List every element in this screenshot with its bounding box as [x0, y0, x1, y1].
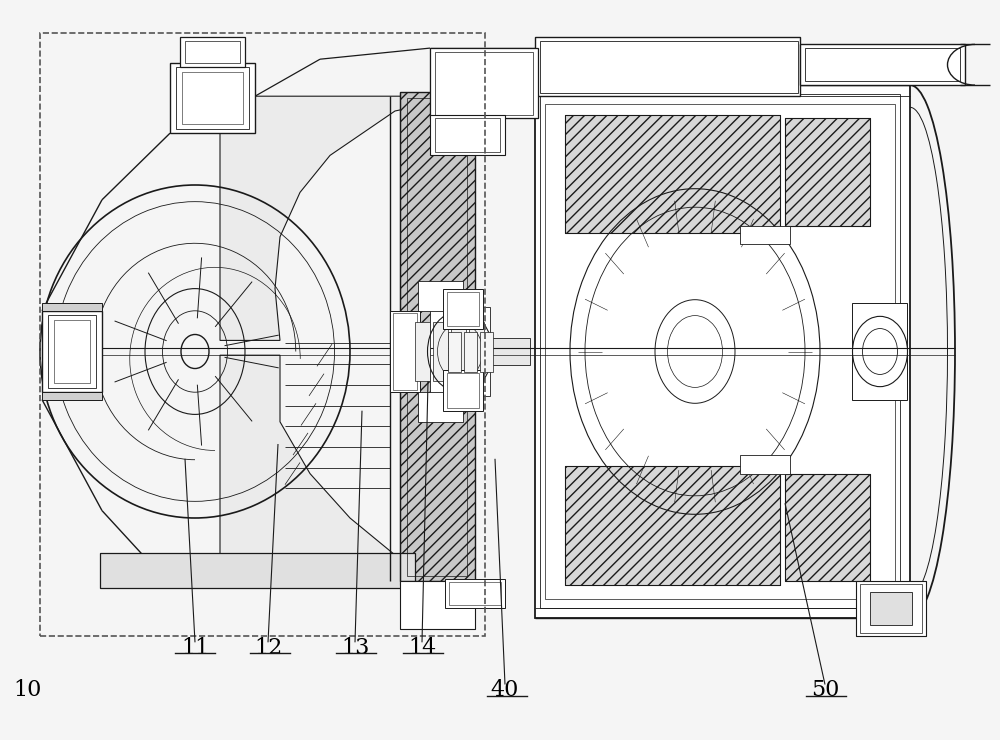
Bar	[407, 98, 467, 576]
Bar	[740, 226, 790, 244]
Bar	[785, 118, 870, 226]
Bar	[433, 322, 448, 381]
Bar	[400, 581, 475, 629]
Bar	[448, 332, 461, 372]
Polygon shape	[220, 96, 430, 340]
Bar	[447, 373, 479, 408]
Bar	[565, 115, 780, 233]
Bar	[176, 67, 249, 129]
Bar	[48, 315, 96, 388]
Bar	[800, 44, 965, 85]
Bar	[42, 392, 102, 400]
Bar	[451, 322, 466, 381]
Bar	[805, 48, 960, 81]
Bar	[430, 48, 538, 118]
Bar	[860, 584, 922, 633]
Bar	[445, 579, 505, 608]
Bar	[42, 311, 102, 392]
Bar	[182, 72, 243, 124]
Bar	[54, 320, 90, 383]
Bar	[393, 313, 417, 390]
Bar	[390, 338, 530, 365]
Bar	[870, 592, 912, 625]
Bar	[400, 581, 475, 629]
Text: 50: 50	[811, 679, 839, 701]
Text: 13: 13	[341, 636, 369, 659]
Bar	[740, 455, 790, 474]
Bar	[390, 311, 420, 392]
Bar	[435, 118, 500, 152]
Bar	[42, 303, 102, 311]
Bar	[430, 48, 538, 118]
Bar	[540, 94, 900, 608]
Text: 10: 10	[14, 679, 42, 701]
Bar	[415, 322, 430, 381]
Bar	[449, 582, 501, 605]
Bar	[418, 281, 463, 311]
Bar	[185, 41, 240, 63]
Bar	[464, 332, 477, 372]
Bar	[852, 303, 907, 400]
Bar	[535, 85, 910, 618]
Bar	[540, 41, 798, 92]
Bar	[443, 370, 483, 411]
Bar	[856, 581, 926, 636]
Bar	[785, 118, 870, 226]
Bar	[180, 37, 245, 67]
Bar	[435, 52, 533, 115]
Bar	[469, 322, 484, 381]
Bar	[856, 581, 926, 636]
Bar	[785, 474, 870, 581]
Bar	[565, 466, 780, 585]
Bar	[170, 63, 255, 133]
Text: 14: 14	[408, 636, 436, 659]
Bar	[100, 553, 415, 588]
Bar	[100, 553, 415, 588]
Bar	[545, 104, 895, 599]
Bar	[785, 474, 870, 581]
Bar	[418, 392, 463, 422]
Bar	[430, 48, 538, 118]
Bar	[565, 115, 780, 233]
Polygon shape	[220, 355, 430, 585]
Bar	[430, 115, 505, 155]
Bar	[443, 289, 483, 329]
Bar	[430, 307, 490, 396]
Bar	[535, 37, 800, 96]
Bar	[480, 332, 493, 372]
Bar	[447, 292, 479, 326]
Text: 12: 12	[254, 636, 282, 659]
Bar	[535, 37, 800, 96]
Text: 11: 11	[181, 636, 209, 659]
Bar	[400, 92, 475, 581]
Text: 40: 40	[491, 679, 519, 701]
Bar	[565, 466, 780, 585]
Bar	[400, 92, 475, 581]
Bar	[40, 33, 485, 636]
